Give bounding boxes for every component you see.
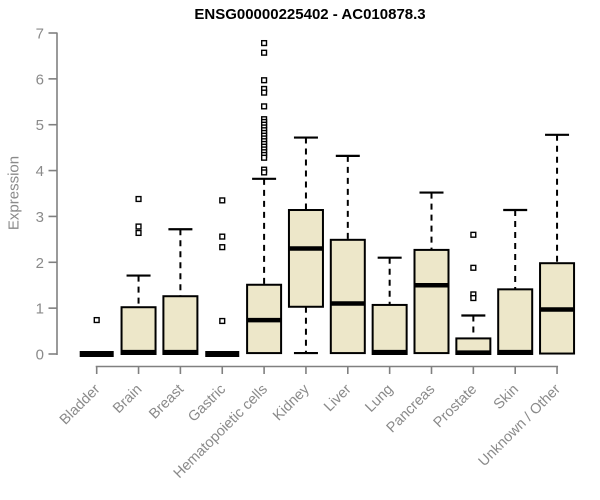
y-tick-label: 6 bbox=[36, 71, 44, 88]
outlier-point-prostate bbox=[470, 231, 477, 238]
outlier-point-brain bbox=[135, 229, 142, 237]
box-pancreas bbox=[413, 248, 450, 355]
x-tick-label-brain: Brain bbox=[110, 382, 145, 417]
outlier-point-prostate bbox=[470, 264, 477, 271]
outlier-point-hematopoietic-cells bbox=[261, 49, 268, 56]
y-tick-label: 7 bbox=[36, 26, 44, 43]
outlier-point-hematopoietic-cells bbox=[261, 77, 268, 84]
outlier-point-brain bbox=[135, 195, 142, 203]
outlier-point-hematopoietic-cells bbox=[261, 103, 268, 110]
y-tick-label: 1 bbox=[36, 301, 44, 318]
y-tick-label: 2 bbox=[36, 255, 44, 272]
box-brain bbox=[120, 306, 157, 355]
box-lung bbox=[371, 303, 408, 356]
chart-title: ENSG00000225402 - AC010878.3 bbox=[194, 6, 426, 23]
outlier-point-prostate bbox=[470, 294, 477, 302]
outlier-point-gastric bbox=[219, 244, 226, 251]
box-skin bbox=[497, 288, 534, 356]
x-tick-label-kidney: Kidney bbox=[270, 381, 313, 424]
y-tick-label: 4 bbox=[36, 163, 44, 180]
outlier-point-hematopoietic-cells bbox=[261, 169, 268, 176]
outlier-point-gastric bbox=[219, 317, 226, 325]
box-kidney bbox=[287, 209, 324, 308]
outlier-point-brain bbox=[135, 223, 142, 230]
x-tick-label-prostate: Prostate bbox=[431, 382, 480, 431]
box-breast bbox=[162, 295, 199, 356]
box-liver bbox=[329, 238, 366, 355]
outlier-point-hematopoietic-cells bbox=[261, 39, 268, 47]
outlier-point-gastric bbox=[219, 197, 226, 204]
y-tick-label: 5 bbox=[36, 117, 44, 134]
x-tick-label-bladder: Bladder bbox=[57, 381, 104, 428]
y-tick-label: 3 bbox=[36, 209, 44, 226]
outlier-point-gastric bbox=[219, 233, 226, 240]
outlier-point-hematopoietic-cells bbox=[261, 154, 268, 161]
x-tick-label-skin: Skin bbox=[491, 382, 522, 413]
x-tick-label-liver: Liver bbox=[321, 381, 355, 415]
outlier-point-bladder bbox=[93, 316, 100, 324]
x-tick-label-breast: Breast bbox=[146, 382, 187, 423]
outlier-point-hematopoietic-cells bbox=[261, 89, 268, 96]
x-tick-label-lung: Lung bbox=[362, 382, 396, 416]
y-tick-label: 0 bbox=[36, 347, 44, 364]
